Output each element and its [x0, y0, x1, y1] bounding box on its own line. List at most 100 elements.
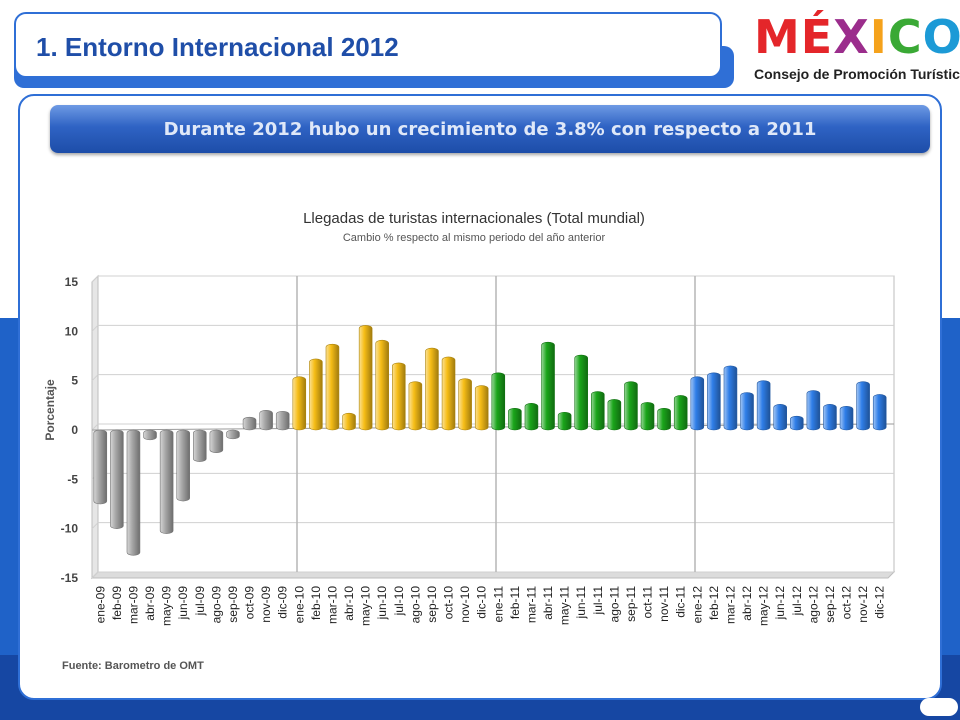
- x-tick-label: ago-10: [408, 586, 422, 624]
- bar: [557, 411, 572, 431]
- bar: [790, 415, 804, 431]
- x-tick-label: jul-09: [193, 586, 207, 617]
- gridline-diagonal: [91, 571, 99, 579]
- logo-subtitle: Consejo de Promoción Turística: [754, 66, 960, 82]
- x-tick-label: ene-10: [292, 586, 306, 624]
- gridline-diagonal: [91, 423, 99, 431]
- y-tick-label: 0: [71, 423, 78, 437]
- bar: [292, 376, 307, 431]
- x-tick-label: dic-09: [276, 586, 290, 619]
- x-tick-label: dic-10: [475, 586, 489, 619]
- x-tick-label: sep-12: [823, 586, 837, 623]
- bar: [806, 390, 821, 431]
- x-tick-label: nov-11: [657, 586, 671, 622]
- x-tick-label: oct-11: [641, 586, 655, 619]
- bar: [823, 404, 837, 431]
- x-tick-label: jul-10: [392, 586, 406, 617]
- logo-letter: O: [922, 10, 960, 64]
- x-tick-label: dic-12: [873, 586, 887, 619]
- y-tick-label: -5: [67, 472, 78, 486]
- x-tick-label: sep-11: [624, 586, 638, 622]
- bar: [309, 358, 323, 431]
- x-tick-label: jul-11: [591, 586, 605, 616]
- bar: [110, 429, 124, 529]
- bar: [176, 429, 190, 502]
- x-tick-label: mar-10: [325, 586, 339, 624]
- y-tick-label: 10: [65, 324, 79, 338]
- x-tick-label: ene-12: [690, 586, 704, 624]
- x-tick-label: jun-09: [176, 586, 190, 621]
- gridline-diagonal: [91, 374, 99, 382]
- x-tick-label: abr-12: [740, 586, 754, 621]
- x-tick-label: mar-09: [126, 586, 140, 624]
- bar: [740, 392, 754, 431]
- x-tick-label: oct-09: [243, 586, 257, 620]
- y-tick-label: 15: [65, 275, 79, 289]
- x-tick-label: mar-11: [524, 586, 538, 623]
- page-title: 1. Entorno Internacional 2012: [36, 32, 399, 62]
- bar: [209, 429, 224, 453]
- x-tick-label: jul-12: [790, 586, 804, 617]
- y-tick-label: 5: [71, 374, 78, 388]
- x-tick-label: may-10: [359, 586, 373, 626]
- logo-letter: C: [887, 10, 923, 64]
- x-tick-label: sep-10: [425, 586, 439, 623]
- x-tick-label: jun-11: [574, 586, 588, 620]
- bar: [773, 404, 787, 431]
- x-tick-label: nov-09: [259, 586, 273, 623]
- x-tick-label: dic-11: [674, 586, 688, 618]
- x-tick-label: ago-09: [209, 586, 223, 624]
- y-tick-label: -10: [61, 522, 79, 536]
- bar: [690, 376, 705, 431]
- bar: [325, 343, 340, 431]
- bar: [441, 356, 456, 431]
- bar: [872, 394, 887, 431]
- headline-text: Durante 2012 hubo un crecimiento de 3.8%…: [163, 119, 817, 140]
- logo-letter: M: [754, 10, 801, 64]
- bar: [375, 339, 389, 431]
- bar: [408, 381, 423, 431]
- x-tick-label: feb-12: [707, 586, 721, 620]
- x-tick-label: ago-11: [607, 586, 621, 623]
- x-tick-label: may-09: [160, 586, 174, 626]
- x-tick-label: feb-10: [309, 586, 323, 620]
- x-tick-label: sep-09: [226, 586, 240, 623]
- bar: [259, 409, 273, 431]
- chart-subtitle: Cambio % respecto al mismo periodo del a…: [342, 232, 606, 244]
- x-tick-label: ene-09: [93, 586, 107, 624]
- bar: [392, 362, 406, 431]
- gridline-diagonal: [91, 275, 99, 283]
- bar: [723, 365, 738, 431]
- gridline-diagonal: [91, 324, 99, 332]
- bar: [226, 429, 240, 440]
- mexico-logo: MÉXICO Consejo de Promoción Turística: [754, 10, 960, 92]
- x-tick-label: may-11: [558, 586, 572, 625]
- x-tick-label: oct-10: [442, 586, 456, 620]
- x-tick-label: oct-12: [840, 586, 854, 620]
- x-tick-label: feb-11: [508, 586, 522, 619]
- bar: [159, 429, 174, 534]
- bar: [756, 380, 771, 431]
- logo-letter: É: [800, 10, 834, 64]
- logo-letter: X: [833, 10, 870, 64]
- x-tick-label: nov-10: [458, 586, 472, 623]
- chart-title: Llegadas de turistas internacionales (To…: [303, 210, 645, 227]
- title-bar: 1. Entorno Internacional 2012: [14, 12, 722, 78]
- bar: [508, 407, 522, 431]
- bar: [574, 354, 588, 431]
- x-tick-label: mar-12: [723, 586, 737, 624]
- x-tick-label: abr-10: [342, 586, 356, 621]
- x-tick-label: ene-11: [491, 586, 505, 623]
- decorative-pill: [920, 698, 958, 716]
- y-axis-label: Porcentaje: [43, 379, 57, 441]
- bar: [126, 429, 141, 556]
- bar: [640, 402, 655, 431]
- bar: [342, 412, 356, 431]
- bar: [839, 406, 854, 431]
- logo-letter: I: [869, 10, 888, 64]
- bar: [143, 429, 157, 441]
- bar: [275, 410, 290, 431]
- x-tick-label: abr-11: [541, 586, 555, 620]
- logo-word: MÉXICO: [754, 10, 960, 64]
